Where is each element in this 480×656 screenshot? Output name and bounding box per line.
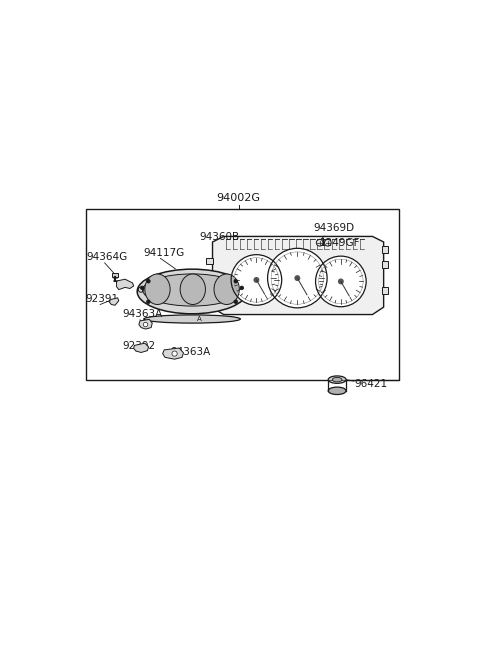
Circle shape	[294, 275, 300, 281]
Text: 92391: 92391	[85, 295, 119, 304]
Polygon shape	[133, 343, 148, 352]
Text: A: A	[197, 316, 202, 322]
Ellipse shape	[144, 315, 240, 323]
Ellipse shape	[143, 274, 241, 306]
Circle shape	[316, 239, 323, 246]
Ellipse shape	[137, 269, 247, 314]
Circle shape	[231, 255, 282, 305]
Text: 94117G: 94117G	[144, 247, 185, 258]
Text: 94369D: 94369D	[314, 224, 355, 234]
Polygon shape	[213, 236, 384, 314]
Circle shape	[234, 300, 238, 304]
Polygon shape	[117, 279, 133, 289]
Text: 94002G: 94002G	[216, 193, 261, 203]
Bar	[382, 287, 388, 294]
Text: 1249GF: 1249GF	[320, 238, 360, 249]
Circle shape	[315, 256, 366, 307]
Circle shape	[172, 351, 177, 356]
Bar	[206, 291, 213, 297]
Ellipse shape	[328, 387, 346, 394]
Ellipse shape	[145, 274, 170, 304]
Circle shape	[267, 249, 327, 308]
Polygon shape	[109, 298, 119, 305]
Circle shape	[234, 279, 238, 283]
Text: 94364G: 94364G	[87, 252, 128, 262]
Text: 94360B: 94360B	[200, 232, 240, 241]
Circle shape	[146, 300, 150, 304]
Ellipse shape	[328, 376, 346, 383]
Ellipse shape	[214, 274, 240, 304]
Bar	[112, 273, 118, 277]
Text: 96421: 96421	[355, 379, 388, 389]
Bar	[382, 260, 388, 268]
Bar	[86, 209, 398, 380]
Ellipse shape	[180, 274, 205, 304]
Circle shape	[144, 322, 148, 327]
Circle shape	[253, 277, 259, 283]
Circle shape	[324, 239, 331, 246]
Circle shape	[240, 286, 244, 290]
Ellipse shape	[332, 377, 342, 382]
Bar	[206, 258, 213, 264]
Circle shape	[141, 286, 144, 290]
Bar	[382, 246, 388, 253]
Polygon shape	[139, 319, 152, 329]
Circle shape	[338, 278, 344, 285]
Text: 92392: 92392	[122, 341, 156, 351]
Text: 94363A: 94363A	[171, 347, 211, 358]
Polygon shape	[163, 348, 183, 359]
Text: 94363A: 94363A	[122, 309, 163, 319]
Circle shape	[146, 279, 150, 283]
